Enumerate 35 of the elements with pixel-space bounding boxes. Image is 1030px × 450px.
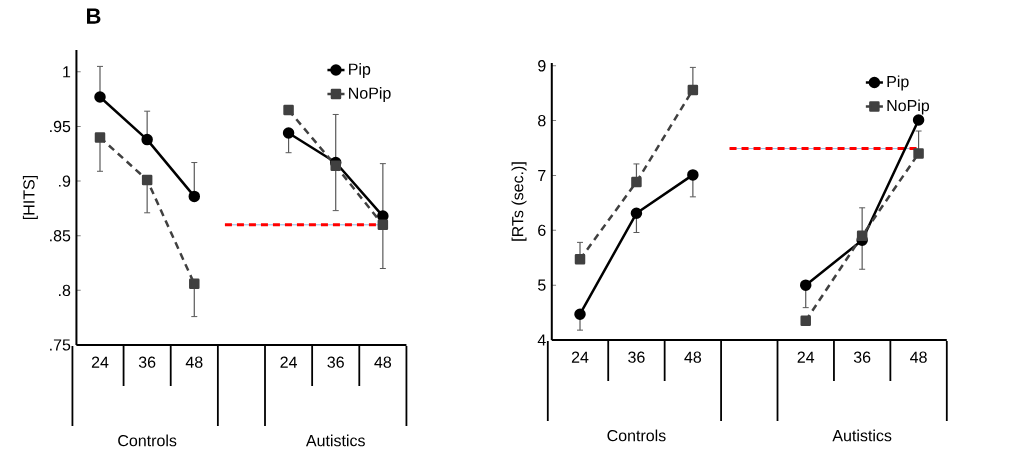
y-tick-label: 9 (538, 60, 546, 72)
x-tick-label: 36 (628, 351, 645, 363)
x-tick-label: 36 (853, 351, 871, 363)
text: Autistics (832, 429, 892, 442)
x-tick-label: 24 (797, 351, 815, 363)
legend-label: Pip (349, 63, 371, 78)
legend-label: Pip (887, 75, 909, 91)
y-tick-label: .85 (50, 230, 71, 242)
y-tick-label: 4 (537, 334, 546, 346)
x-tick-label: 24 (571, 351, 589, 363)
x-tick-label: 48 (185, 356, 203, 368)
legend-label: NoPip (349, 87, 391, 102)
y-tick-label: 1 (63, 66, 71, 78)
x-tick-label: 24 (280, 356, 297, 368)
x-tick-label: 48 (910, 351, 927, 363)
y-tick-label: .95 (50, 120, 71, 133)
x-tick-label: 36 (138, 356, 156, 368)
y-tick-label: .75 (50, 339, 71, 351)
y-tick-label: 6 (538, 224, 546, 236)
legend-label: NoPip (887, 99, 930, 115)
y-tick-label: .9 (59, 175, 71, 187)
text: Controls (118, 434, 177, 447)
y-tick-label: 8 (538, 114, 546, 127)
y-tick-label: 7 (538, 169, 546, 181)
text: Controls (607, 429, 666, 442)
y-tick-label: 5 (538, 279, 546, 291)
text: Autistics (305, 434, 365, 447)
chart-title: B (87, 8, 101, 24)
x-tick-label: 48 (374, 356, 392, 368)
x-tick-label: 24 (91, 356, 109, 368)
y-axis-title: [RTs (sec.)] (511, 162, 527, 241)
y-axis-title: [HITS] (22, 175, 38, 220)
y-tick-label: .8 (59, 284, 71, 297)
x-tick-label: 48 (684, 351, 702, 363)
x-tick-label: 36 (327, 356, 344, 368)
